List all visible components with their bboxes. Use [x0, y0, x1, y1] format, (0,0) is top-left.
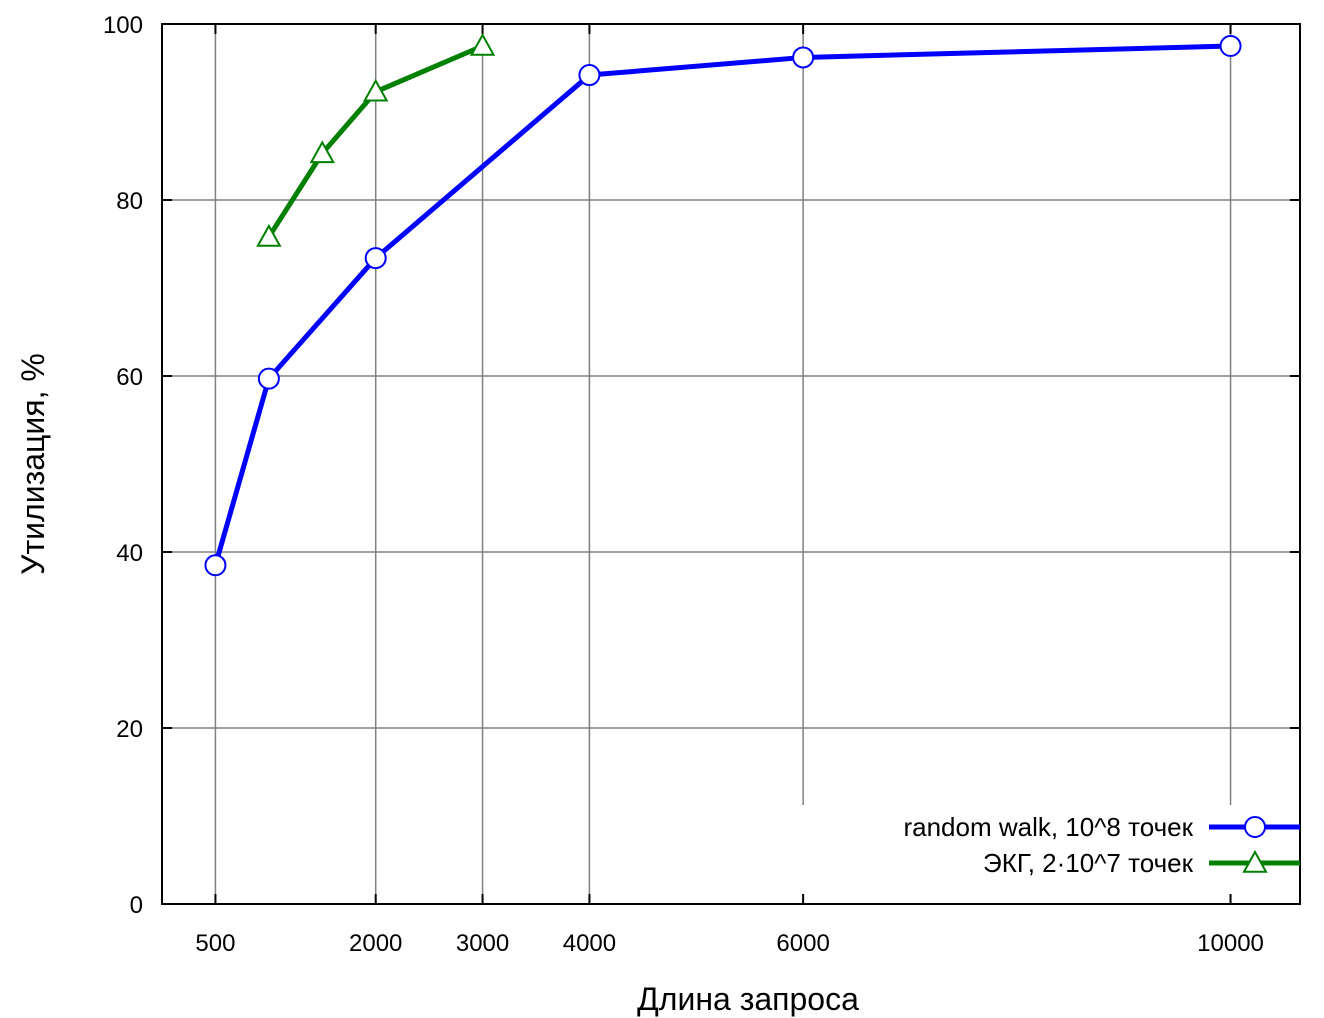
legend-label: ЭКГ, 2·10^7 точек — [983, 848, 1194, 878]
legend-marker — [1244, 816, 1266, 838]
x-tick-label: 2000 — [349, 930, 402, 957]
legend-marker — [1242, 849, 1268, 873]
y-tick-label: 100 — [103, 12, 143, 39]
x-axis-title: Длина запроса — [637, 981, 859, 1017]
y-tick-label: 80 — [116, 188, 143, 215]
x-tick-label: 3000 — [456, 930, 509, 957]
x-tick-label: 6000 — [776, 930, 829, 957]
series-line — [213, 43, 1231, 566]
y-axis-title: Утилизация, % — [15, 353, 51, 575]
x-tick-label: 4000 — [563, 930, 616, 957]
x-tick-label: 500 — [195, 930, 235, 957]
series-0 — [204, 35, 1242, 577]
y-tick-label: 40 — [116, 540, 143, 567]
y-tick-label: 60 — [116, 364, 143, 391]
y-tick-label: 0 — [130, 892, 143, 919]
data-point — [469, 32, 496, 56]
data-point — [1219, 35, 1242, 57]
data-point — [309, 140, 335, 164]
data-point — [364, 247, 387, 270]
series-1 — [256, 32, 496, 247]
data-point — [363, 78, 389, 102]
data-point — [578, 64, 601, 87]
data-point — [257, 367, 280, 390]
data-point — [792, 46, 815, 69]
grid — [162, 24, 1300, 904]
x-tick-label: 10000 — [1197, 930, 1264, 957]
y-tick-label: 20 — [116, 716, 143, 743]
series-layer — [204, 32, 1242, 577]
data-point — [204, 554, 227, 577]
series-line — [266, 43, 484, 239]
data-point — [256, 223, 282, 247]
plot-frame — [161, 23, 1301, 905]
legend-label: random walk, 10^8 точек — [903, 812, 1193, 842]
legend: random walk, 10^8 точек ЭКГ, 2·10^7 точек — [903, 812, 1300, 878]
ticks: 500 2000 3000 4000 6000 10000 0 20 40 60 80 100 — [103, 12, 1300, 957]
